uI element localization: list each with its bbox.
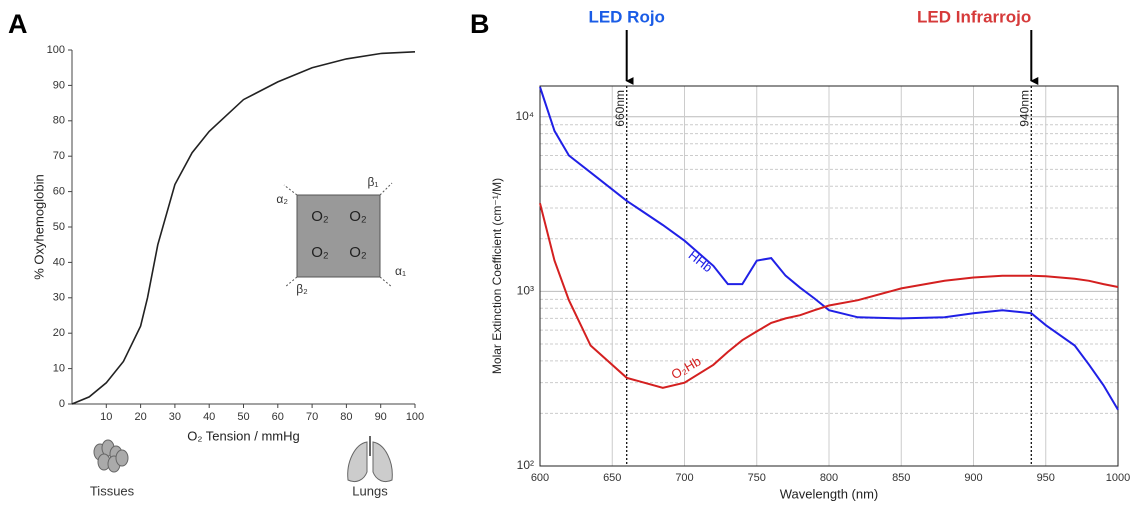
y-tick-label: 50 (53, 221, 65, 233)
x-tick-label: 90 (375, 411, 387, 423)
hemoglobin-square (296, 194, 381, 278)
y-axis-title: Molar Extinction Coefficient (cm⁻¹/M) (490, 178, 504, 374)
y-tick-label: 100 (47, 44, 65, 56)
y-tick-label: 90 (53, 79, 65, 91)
y-tick-label: 20 (53, 327, 65, 339)
oxygen-label: O₂ (311, 244, 329, 261)
x-tick-label: 1000 (1106, 472, 1130, 484)
panel-label: B (470, 9, 490, 39)
icon-caption: Lungs (352, 483, 388, 498)
line (539, 86, 1119, 411)
x-tick-label: 30 (169, 411, 181, 423)
x-tick-label: 40 (203, 411, 215, 423)
y-tick-label: 30 (53, 292, 65, 304)
line (539, 202, 1119, 389)
lung (372, 441, 393, 483)
icon-caption: Tissues (90, 483, 135, 498)
x-tick-label: 20 (134, 411, 146, 423)
x-tick-label: 750 (748, 472, 766, 484)
x-axis-title: Wavelength (nm) (780, 486, 879, 501)
subunit-label: β₂ (296, 282, 308, 296)
oxygen-label: O₂ (311, 208, 329, 225)
panel-label: A (8, 9, 28, 39)
x-tick-label: 10 (100, 411, 112, 423)
oxygen-label: O₂ (349, 208, 367, 225)
x-tick-label: 50 (237, 411, 249, 423)
plot-frame (539, 85, 1119, 467)
wavelength-label: 940nm (1017, 90, 1031, 127)
x-tick-label: 60 (272, 411, 284, 423)
wavelength-label: 660nm (613, 90, 627, 127)
x-tick-label: 850 (892, 472, 910, 484)
subunit-link (379, 276, 393, 288)
x-tick-label: 100 (406, 411, 424, 423)
x-tick-label: 900 (964, 472, 982, 484)
x-tick-label: 950 (1037, 472, 1055, 484)
subunit-link (284, 276, 298, 288)
lung (347, 441, 368, 483)
subunit-label: β₁ (368, 175, 379, 189)
x-axis-title: O₂ Tension / mmHg (187, 428, 299, 443)
subunit-link (379, 182, 393, 196)
x-tick-label: 70 (306, 411, 318, 423)
y-axis-title: % Oxyhemoglobin (31, 174, 46, 280)
y-tick-label: 0 (59, 398, 65, 410)
tissue-icon (93, 439, 129, 473)
y-tick-label: 10³ (517, 284, 534, 298)
x-tick-label: 650 (603, 472, 621, 484)
y-tick-label: 70 (53, 150, 65, 162)
y-tick-label: 10 (53, 363, 65, 375)
led-label: LED Infrarrojo (917, 7, 1031, 26)
lungs-icon (347, 436, 393, 483)
y-tick-label: 10⁴ (515, 109, 534, 123)
y-tick-label: 80 (53, 115, 65, 127)
x-tick-label: 800 (820, 472, 838, 484)
subunit-label: α₂ (276, 192, 288, 206)
subunit-label: α₁ (395, 264, 406, 278)
led-label: LED Rojo (588, 7, 665, 26)
oxygen-label: O₂ (349, 244, 367, 261)
y-tick-label: 40 (53, 256, 65, 268)
line (71, 51, 416, 405)
subunit-link (283, 184, 298, 196)
x-tick-label: 600 (531, 472, 549, 484)
x-tick-label: 80 (340, 411, 352, 423)
x-tick-label: 700 (675, 472, 693, 484)
y-tick-label: 10² (517, 458, 534, 472)
tissue-cell (115, 449, 129, 467)
y-tick-label: 60 (53, 186, 65, 198)
